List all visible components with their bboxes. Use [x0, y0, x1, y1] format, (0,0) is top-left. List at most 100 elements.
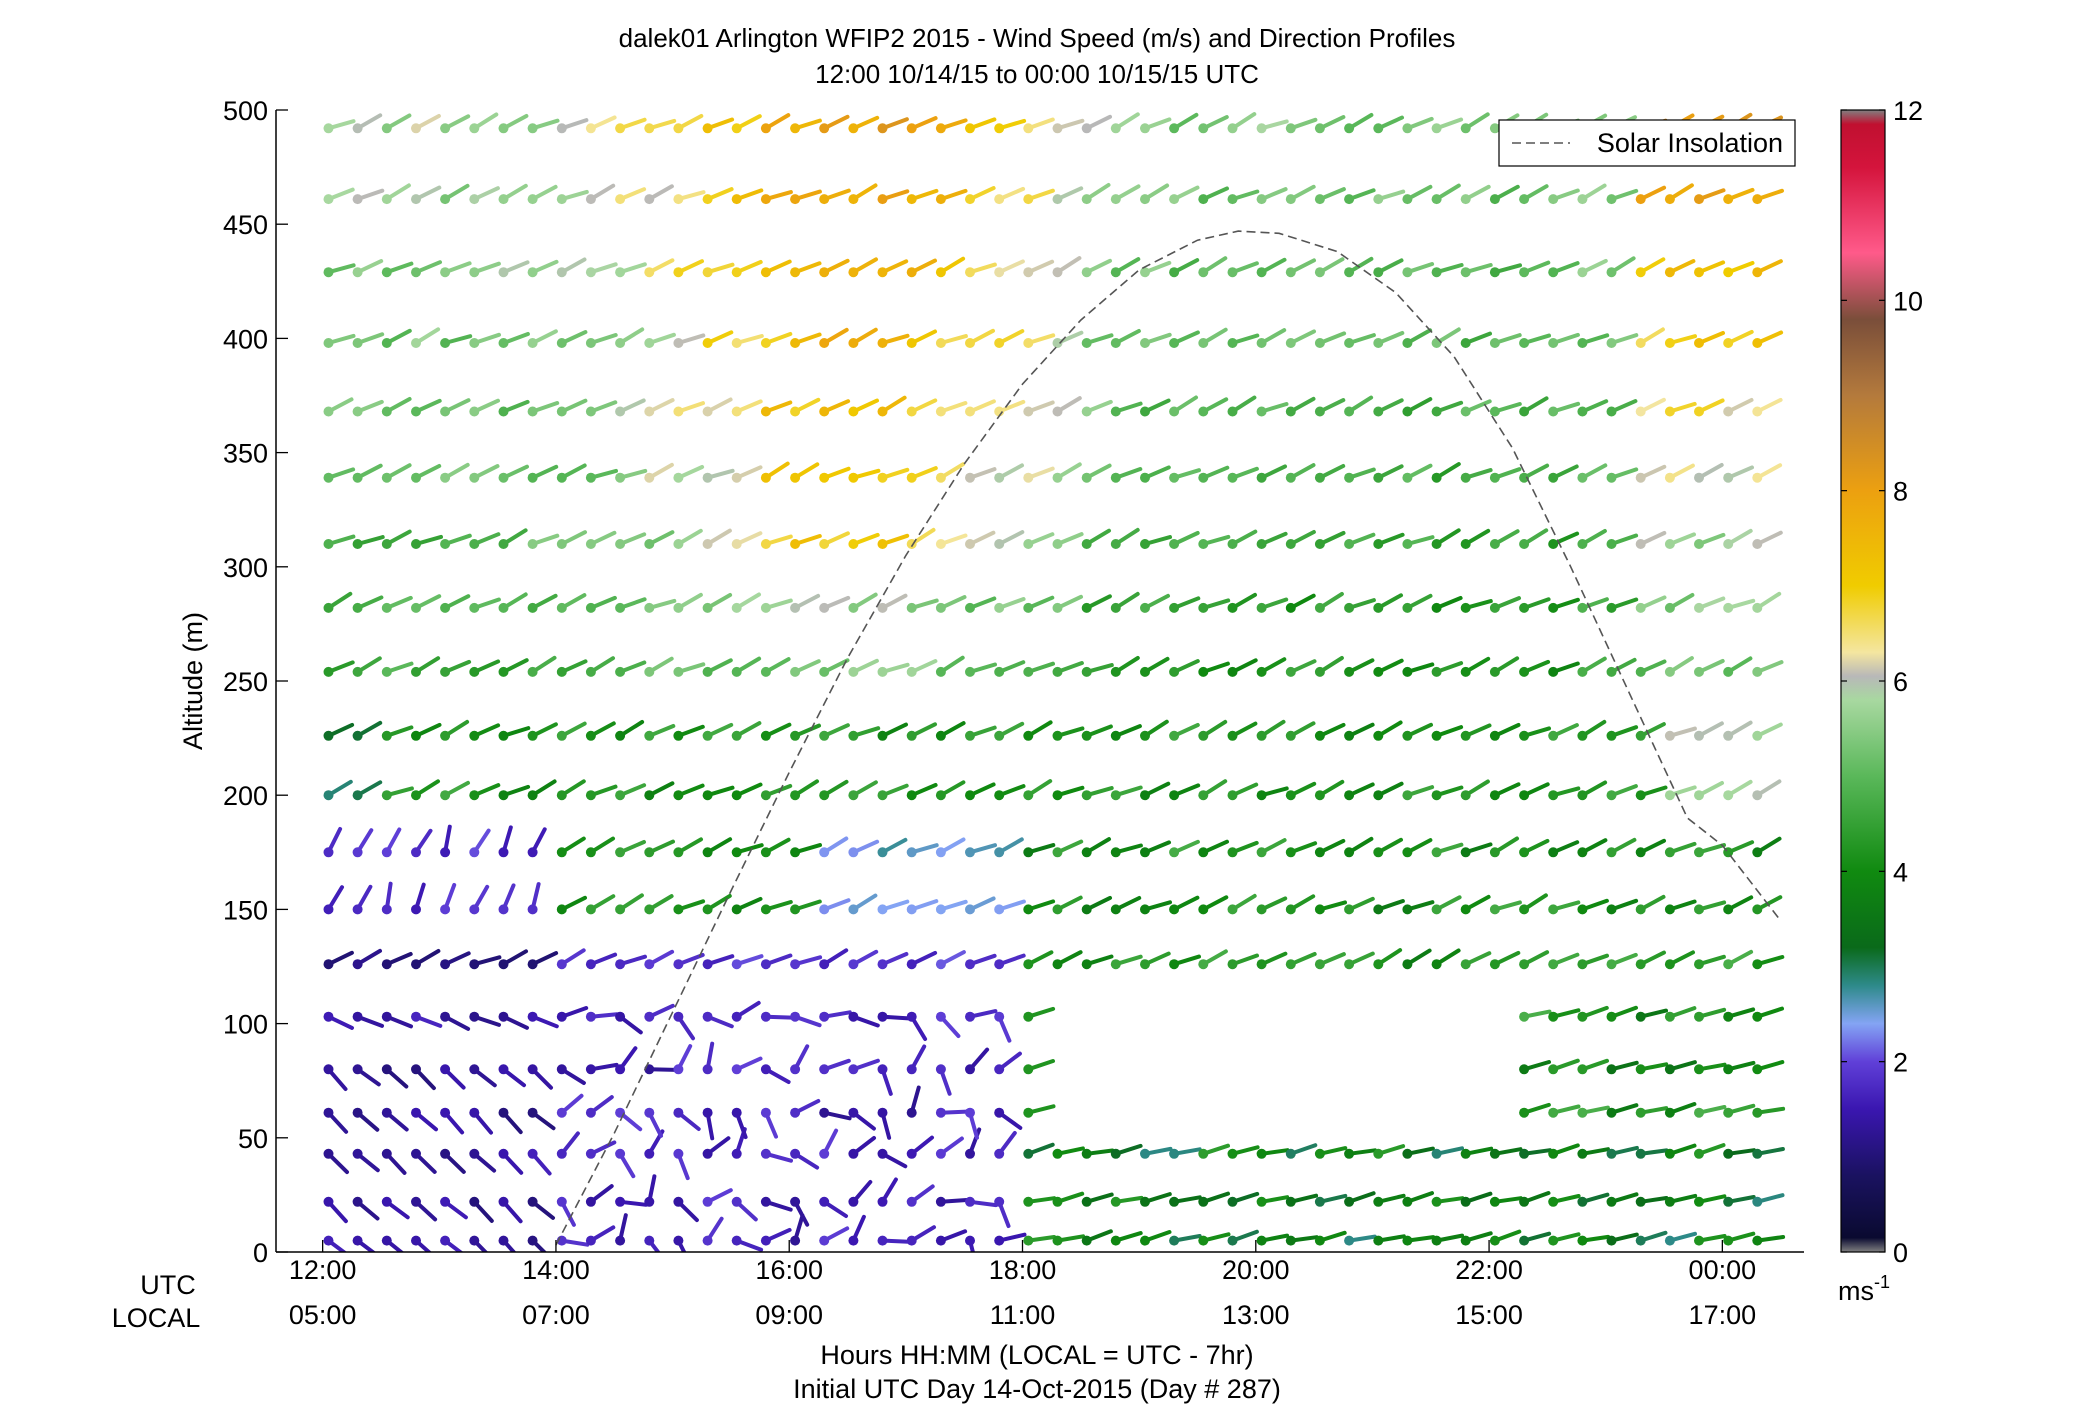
x-utc-row-label: UTC [140, 1270, 196, 1300]
wind-barb [1548, 531, 1580, 549]
wind-barb [819, 114, 850, 134]
wind-barb [1752, 591, 1782, 613]
wind-barb [527, 1148, 552, 1176]
wind-barb [1081, 663, 1114, 677]
wind-barb [1664, 334, 1697, 348]
x-tick-label-local: 13:00 [1222, 1300, 1290, 1330]
wind-barb [790, 593, 821, 613]
wind-barb [1285, 721, 1316, 741]
wind-barb [848, 1136, 876, 1159]
wind-barb [1577, 780, 1608, 801]
wind-barb [819, 658, 850, 677]
wind-barb [1548, 786, 1581, 801]
wind-barb [440, 883, 457, 915]
wind-barb [381, 529, 412, 549]
wind-barb [702, 1188, 733, 1207]
legend-label: Solar Insolation [1597, 128, 1783, 158]
wind-barb [1198, 779, 1228, 801]
wind-barb [352, 463, 383, 483]
wind-barb [1198, 598, 1231, 613]
wind-barb [352, 884, 373, 915]
wind-barb [1577, 529, 1607, 549]
x-axis-ticks: 12:00 05:00 14:00 07:00 16:00 09:00 18:00 11:00… [289, 1240, 1756, 1330]
wind-barb [440, 594, 471, 613]
wind-barb [760, 332, 793, 348]
wind-barb [323, 660, 355, 677]
wind-barb [935, 533, 968, 549]
colorbar-tick-label: 6 [1893, 667, 1908, 697]
wind-barb [1052, 532, 1084, 549]
wind-barb [848, 893, 878, 915]
wind-barb [556, 721, 587, 741]
wind-barb [731, 114, 762, 134]
wind-barb [1694, 260, 1726, 278]
wind-barb [498, 332, 530, 348]
wind-barb [1140, 656, 1170, 677]
wind-barb [1489, 402, 1522, 417]
wind-barb [1256, 402, 1289, 417]
wind-barb [935, 1064, 952, 1096]
wind-barb [1489, 333, 1522, 348]
wind-barb [1577, 1005, 1609, 1022]
wind-barb [556, 659, 588, 677]
wind-barb [1256, 896, 1288, 915]
wind-barb [1694, 1105, 1727, 1118]
wind-barb [702, 528, 732, 549]
wind-barb [994, 597, 1026, 613]
wind-barb [323, 1064, 348, 1091]
wind-barb [790, 1099, 821, 1118]
wind-barb [1227, 953, 1259, 970]
wind-barb [381, 952, 413, 970]
wind-barb [556, 836, 586, 858]
wind-barb [1198, 465, 1230, 483]
wind-barb [585, 721, 616, 741]
wind-barb [1752, 530, 1783, 549]
wind-barb [1052, 186, 1084, 205]
wind-barb [702, 468, 735, 483]
wind-barb [760, 1064, 791, 1084]
wind-barb [1023, 1196, 1057, 1207]
wind-barb [877, 395, 907, 417]
wind-barb [411, 1196, 438, 1222]
wind-barb [819, 779, 849, 801]
wind-barb [1110, 785, 1143, 801]
wind-barb [848, 1011, 880, 1028]
wind-barb [440, 1011, 471, 1031]
wind-barb [323, 467, 356, 483]
wind-barb [585, 656, 615, 677]
wind-barb [673, 1011, 695, 1041]
wind-barb [819, 531, 850, 549]
wind-barb [411, 464, 442, 483]
wind-barb [790, 723, 821, 741]
wind-barb [1023, 400, 1055, 417]
wind-barb [906, 1225, 936, 1246]
wind-barb [1635, 1008, 1668, 1022]
wind-barb [1052, 118, 1085, 134]
wind-barb [352, 1011, 384, 1028]
wind-barb [352, 780, 383, 801]
wind-barb [1664, 899, 1697, 915]
wind-barb [1431, 842, 1464, 858]
wind-barb [469, 186, 500, 205]
wind-barb [1606, 533, 1639, 549]
x-tick-label-local: 07:00 [522, 1300, 590, 1330]
wind-barb [1664, 1231, 1697, 1246]
wind-barb [1023, 1142, 1055, 1159]
wind-barb [1169, 839, 1200, 858]
wind-barb [1256, 531, 1288, 549]
wind-barb [527, 882, 541, 915]
wind-barb [1140, 465, 1171, 483]
wind-barb [440, 1235, 464, 1252]
wind-barb [1519, 659, 1551, 677]
wind-barb [1694, 596, 1726, 613]
wind-barb [1577, 1105, 1610, 1118]
wind-barb [1402, 1235, 1436, 1246]
wind-barb [1577, 597, 1609, 613]
wind-barb [994, 1196, 1011, 1228]
wind-barb [1548, 597, 1580, 613]
wind-barb [1081, 1192, 1114, 1207]
wind-barb [1373, 593, 1403, 613]
wind-barb [469, 532, 501, 549]
wind-barb [556, 1064, 586, 1085]
wind-barb [1431, 263, 1464, 278]
